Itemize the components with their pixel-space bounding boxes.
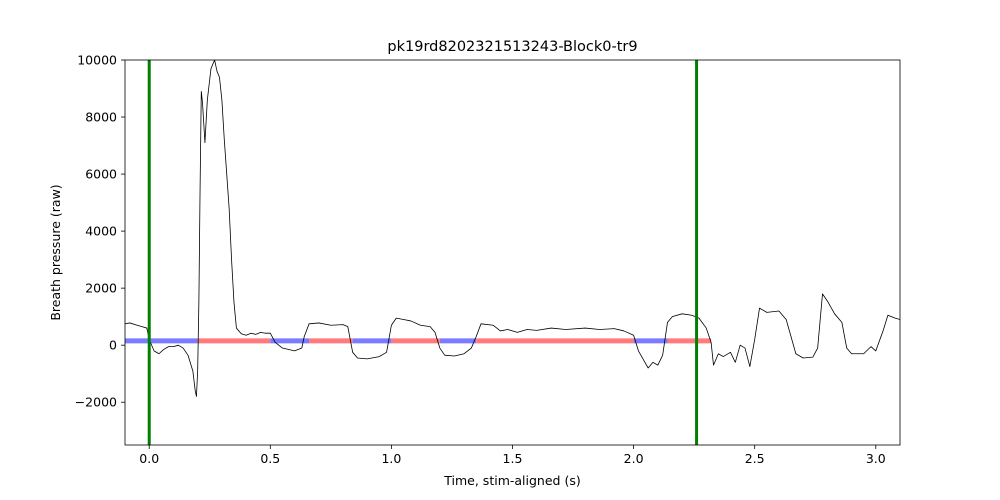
y-tick-label: 2000 xyxy=(85,281,117,296)
y-tick-label: 0 xyxy=(109,338,117,353)
y-tick-label: 8000 xyxy=(85,110,117,125)
x-tick-label: 0.0 xyxy=(139,451,159,466)
x-tick-label: 2.0 xyxy=(624,451,644,466)
y-tick-label: 6000 xyxy=(85,167,117,182)
x-tick-label: 1.0 xyxy=(381,451,401,466)
x-tick-label: 3.0 xyxy=(866,451,886,466)
x-tick-label: 1.5 xyxy=(503,451,523,466)
pressure-trace-line-0 xyxy=(125,60,900,397)
y-axis-label: Breath pressure (raw) xyxy=(48,184,63,320)
chart-title: pk19rd8202321513243-Block0-tr9 xyxy=(387,39,637,55)
plot-frame xyxy=(124,59,901,446)
x-tick-label: 0.5 xyxy=(260,451,280,466)
axes: 0.0 0.5 1.0 1.5 2.0 2.5 3.0 −2000 0 2000 4000 6000 8… xyxy=(75,53,901,466)
x-axis-label: Time, stim-aligned (s) xyxy=(443,473,580,488)
y-tick-label: 10000 xyxy=(77,53,117,68)
y-tick-label: 4000 xyxy=(85,224,117,239)
y-tick-label: −2000 xyxy=(75,395,117,410)
x-tick-label: 2.5 xyxy=(745,451,765,466)
plot-area xyxy=(125,60,900,445)
